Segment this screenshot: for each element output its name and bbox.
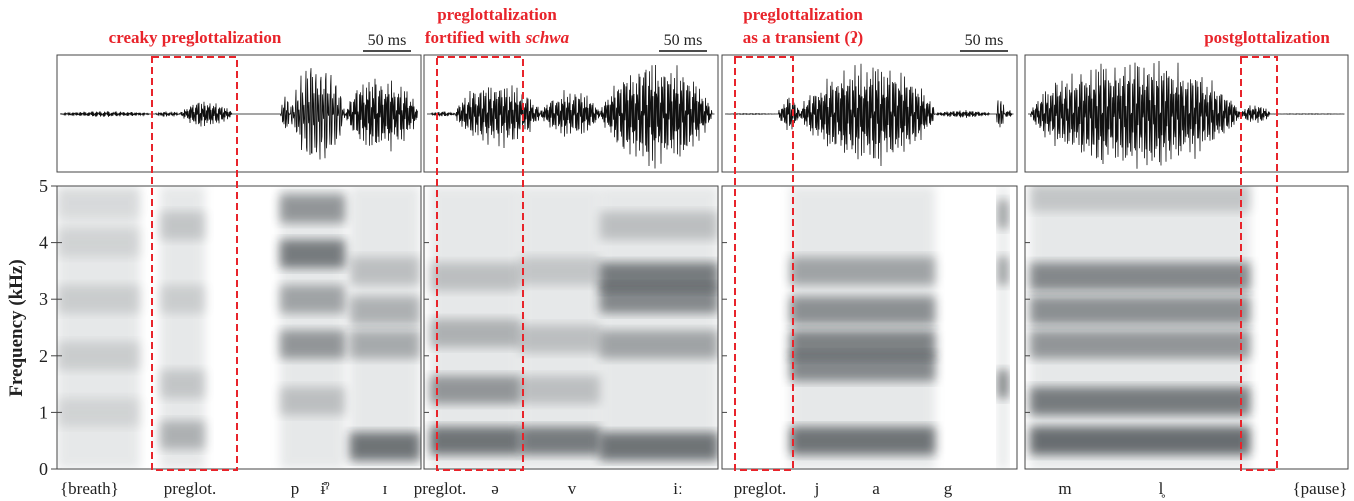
spectrogram <box>789 186 1008 469</box>
panel-title: preglottalization <box>743 5 863 24</box>
y-tick-label: 1 <box>39 402 48 422</box>
spectrogram <box>57 186 420 469</box>
segment-label: ɨ̊ˀ <box>321 479 330 498</box>
waveform-frame <box>721 54 1018 173</box>
segment-label: v <box>568 479 577 498</box>
noise <box>57 186 140 469</box>
scale-label: 50 ms <box>965 32 1004 49</box>
segment-label: {pause} <box>1292 479 1347 498</box>
waveform <box>725 63 1014 167</box>
waveform-frame <box>56 54 422 173</box>
waveform <box>60 68 418 160</box>
noise <box>1030 186 1250 469</box>
waveform <box>427 64 715 169</box>
title-text: preglottalization <box>743 5 863 24</box>
panel-title: as a transient (ʔ) <box>743 28 863 47</box>
noise <box>160 186 205 469</box>
title-text: as a transient (ʔ) <box>743 28 863 47</box>
panel-title: preglottalization <box>437 5 557 24</box>
segment-label: j <box>814 479 820 498</box>
noise <box>430 186 520 469</box>
segment-label: l̥ <box>1159 479 1166 498</box>
segment-label: preglot. <box>734 479 786 498</box>
spectrogram <box>429 186 718 469</box>
scale-label: 50 ms <box>664 32 703 49</box>
spectrogram <box>1029 186 1250 469</box>
title-text: preglottalization <box>437 5 557 24</box>
segment-label: p <box>291 479 300 498</box>
segment-label: preglot. <box>164 479 216 498</box>
y-tick-label: 2 <box>39 346 48 366</box>
segment-label: iː <box>673 479 682 498</box>
noise <box>998 186 1008 469</box>
title-text: postglottalization <box>1204 28 1330 47</box>
highlight-box <box>151 56 238 471</box>
panel-title: postglottalization <box>1204 28 1330 47</box>
title-text: fortified with <box>425 28 521 47</box>
title-emphasis: schwa <box>525 28 570 47</box>
y-tick-label: 4 <box>39 233 48 253</box>
title-text: creaky preglottalization <box>109 28 282 47</box>
segment-label: ɪ <box>383 479 388 498</box>
highlight-box <box>1240 56 1278 471</box>
y-tick-label: 5 <box>39 176 48 196</box>
panel-title: creaky preglottalization <box>109 28 282 47</box>
y-tick-label: 0 <box>39 459 48 479</box>
highlight-box <box>436 56 524 471</box>
segment-label: g <box>944 479 953 498</box>
segment-label: ə <box>491 479 499 498</box>
segment-label: m <box>1058 479 1071 498</box>
y-tick-label: 3 <box>39 289 48 309</box>
y-axis-label: Frequency (kHz) <box>6 259 27 396</box>
segment-label: a <box>872 479 880 498</box>
segment-label: {breath} <box>60 479 119 498</box>
waveform-frame <box>423 54 719 173</box>
waveform-frame <box>1024 54 1349 173</box>
highlight-box <box>734 56 794 471</box>
segment-label: preglot. <box>414 479 466 498</box>
waveform <box>1028 60 1345 169</box>
scale-label: 50 ms <box>368 32 407 49</box>
panel-title: fortified with schwa <box>425 28 570 47</box>
